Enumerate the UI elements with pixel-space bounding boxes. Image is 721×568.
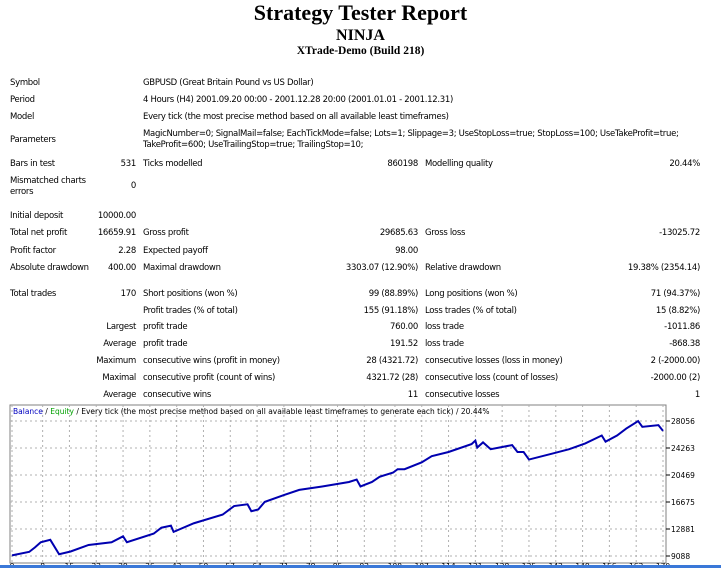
absolute-drawdown-value: 400.00 bbox=[108, 263, 136, 273]
legend-equity: Equity bbox=[50, 407, 74, 416]
max-consecutive-wins-label: consecutive wins (profit in money) bbox=[143, 356, 280, 366]
loss-trades-value: 15 (8.82%) bbox=[655, 306, 700, 316]
parameters-line1: MagicNumber=0; SignalMail=false; EachTic… bbox=[143, 129, 679, 139]
initial-deposit-label: Initial deposit bbox=[10, 211, 64, 221]
profit-factor-label: Profit factor bbox=[10, 246, 56, 256]
gross-profit-value: 29685.63 bbox=[379, 228, 418, 238]
mismatch-label-2: errors bbox=[10, 187, 34, 197]
short-positions-value: 99 (88.89%) bbox=[368, 289, 419, 299]
average-loss-label: loss trade bbox=[425, 339, 464, 349]
expected-payoff-label: Expected payoff bbox=[143, 246, 208, 256]
absolute-drawdown-label: Absolute drawdown bbox=[10, 263, 89, 273]
largest-profit-label: profit trade bbox=[143, 322, 188, 332]
model-value: Every tick (the most precise method base… bbox=[143, 112, 449, 122]
bars-label: Bars in test bbox=[10, 159, 55, 169]
maximal-label: Maximal bbox=[102, 373, 136, 383]
mismatch-value: 0 bbox=[130, 181, 136, 191]
svg-text:Balance / Equity / Every tick: Balance / Equity / Every tick (the most … bbox=[13, 407, 490, 416]
max-consecutive-losses-value: 2 (-2000.00) bbox=[650, 356, 701, 366]
maximal-drawdown-value: 3303.07 (12.90%) bbox=[345, 263, 418, 273]
quality-value: 20.44% bbox=[669, 159, 700, 169]
profit-factor-value: 2.28 bbox=[118, 246, 136, 256]
y-tick-label: 9088 bbox=[671, 552, 690, 561]
y-tick-label: 12881 bbox=[671, 525, 695, 534]
mismatch-label: Mismatched charts bbox=[10, 176, 86, 186]
legend-balance: Balance bbox=[13, 407, 43, 416]
balance-chart: 2805624263204691667512881908808152229364… bbox=[9, 404, 695, 568]
average-consecutive-label: Average bbox=[103, 390, 136, 400]
initial-deposit-value: 10000.00 bbox=[97, 211, 136, 221]
average-profit-label: profit trade bbox=[143, 339, 188, 349]
report-title: Strategy Tester Report bbox=[253, 0, 468, 25]
relative-drawdown-label: Relative drawdown bbox=[425, 263, 501, 273]
maximal-consecutive-loss-label: consecutive loss (count of losses) bbox=[425, 373, 558, 383]
expert-name: NINJA bbox=[336, 27, 385, 44]
period-value: 4 Hours (H4) 2001.09.20 00:00 - 2001.12.… bbox=[143, 95, 453, 105]
bars-value: 531 bbox=[120, 159, 137, 169]
maximum-label: Maximum bbox=[96, 356, 136, 366]
total-trades-value: 170 bbox=[120, 289, 137, 299]
balance-line bbox=[11, 419, 664, 557]
maximal-consecutive-profit-label: consecutive profit (count of wins) bbox=[143, 373, 276, 383]
period-label: Period bbox=[10, 95, 35, 105]
average-profit-value: 191.52 bbox=[390, 339, 418, 349]
y-tick-label: 20469 bbox=[671, 471, 695, 480]
largest-label: Largest bbox=[106, 322, 136, 332]
quality-label: Modelling quality bbox=[425, 159, 493, 169]
server-build: XTrade-Demo (Build 218) bbox=[296, 45, 425, 57]
parameters-label: Parameters bbox=[10, 135, 56, 145]
average-label: Average bbox=[103, 339, 136, 349]
loss-trades-label: Loss trades (% of total) bbox=[425, 306, 517, 316]
legend-separator: / bbox=[43, 407, 50, 416]
gross-loss-value: -13025.72 bbox=[659, 228, 700, 238]
legend-description: / Every tick (the most precise method ba… bbox=[74, 407, 490, 416]
maximal-consecutive-profit-value: 4321.72 (28) bbox=[366, 373, 418, 383]
maximal-drawdown-label: Maximal drawdown bbox=[143, 263, 221, 273]
long-positions-value: 71 (94.37%) bbox=[650, 289, 701, 299]
ticks-label: Ticks modelled bbox=[143, 159, 203, 169]
gross-profit-label: Gross profit bbox=[143, 228, 189, 238]
largest-profit-value: 760.00 bbox=[390, 322, 418, 332]
avg-consecutive-losses-label: consecutive losses bbox=[425, 390, 500, 400]
max-consecutive-wins-value: 28 (4321.72) bbox=[366, 356, 418, 366]
net-profit-label: Total net profit bbox=[10, 228, 67, 238]
profit-trades-label: Profit trades (% of total) bbox=[143, 306, 238, 316]
taskbar-strip bbox=[0, 565, 721, 568]
avg-consecutive-wins-value: 11 bbox=[407, 390, 419, 400]
long-positions-label: Long positions (won %) bbox=[425, 289, 518, 299]
short-positions-label: Short positions (won %) bbox=[143, 289, 238, 299]
gross-loss-label: Gross loss bbox=[425, 228, 466, 238]
largest-loss-label: loss trade bbox=[425, 322, 464, 332]
symbol-label: Symbol bbox=[10, 78, 40, 88]
max-consecutive-losses-label: consecutive losses (loss in money) bbox=[425, 356, 563, 366]
symbol-value: GBPUSD (Great Britain Pound vs US Dollar… bbox=[143, 78, 314, 88]
y-tick-label: 16675 bbox=[671, 498, 695, 507]
net-profit-value: 16659.91 bbox=[97, 228, 136, 238]
y-tick-label: 24263 bbox=[671, 444, 695, 453]
largest-loss-value: -1011.86 bbox=[664, 322, 700, 332]
relative-drawdown-value: 19.38% (2354.14) bbox=[627, 263, 700, 273]
maximal-consecutive-loss-value: -2000.00 (2) bbox=[650, 373, 701, 383]
ticks-value: 860198 bbox=[387, 159, 418, 169]
average-loss-value: -868.38 bbox=[669, 339, 700, 349]
parameters-line2: TakeProfit=600; UseTrailingStop=true; Tr… bbox=[143, 140, 364, 150]
profit-trades-value: 155 (91.18%) bbox=[363, 306, 419, 316]
model-label: Model bbox=[10, 112, 35, 122]
y-tick-label: 28056 bbox=[671, 417, 695, 426]
expected-payoff-value: 98.00 bbox=[395, 246, 418, 256]
avg-consecutive-losses-value: 1 bbox=[694, 390, 700, 400]
total-trades-label: Total trades bbox=[10, 289, 57, 299]
avg-consecutive-wins-label: consecutive wins bbox=[143, 390, 211, 400]
